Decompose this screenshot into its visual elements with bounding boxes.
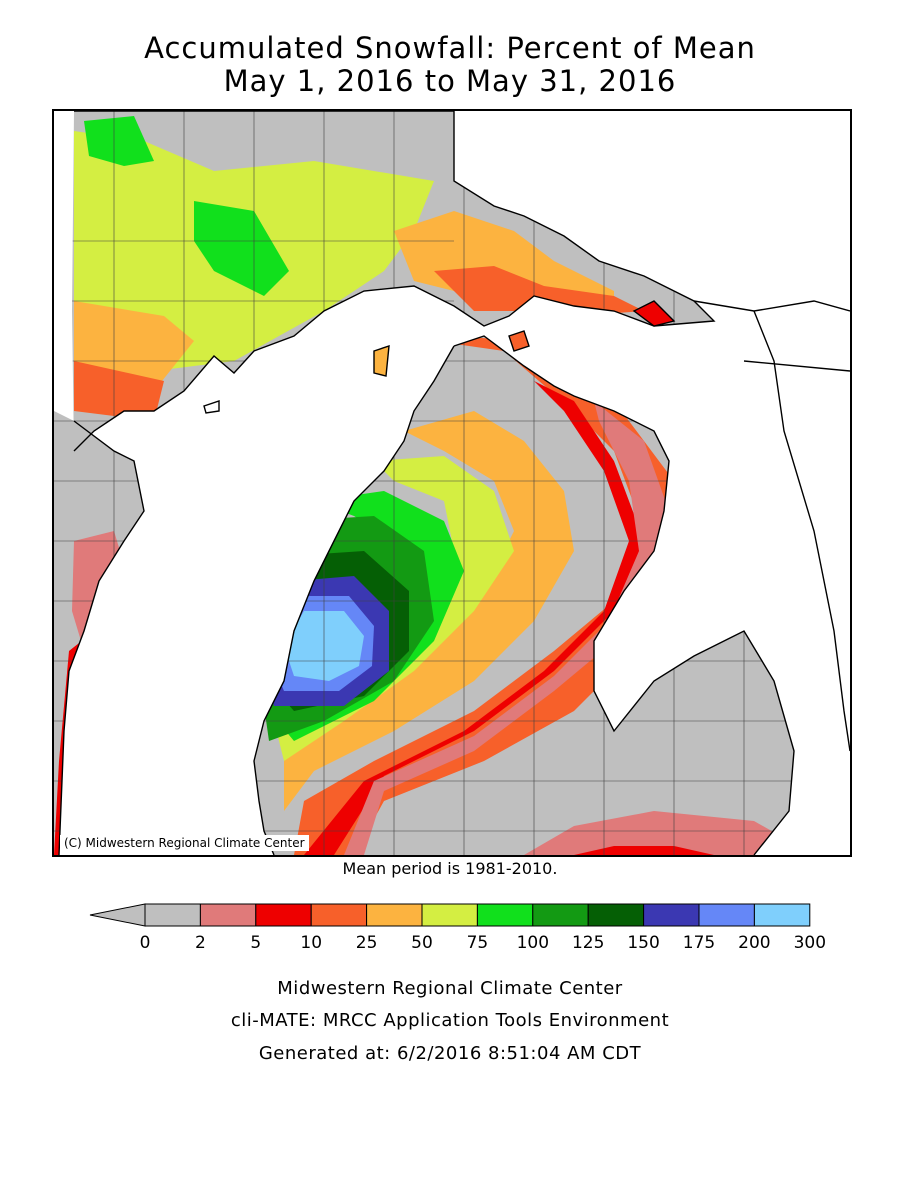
copyright-label: (C) Midwestern Regional Climate Center [60,835,309,851]
legend-tick-label: 75 [467,933,489,953]
footer-organization: Midwestern Regional Climate Center [277,978,623,999]
legend-tick-label: 50 [411,933,433,953]
legend-tick-label: 0 [140,933,151,953]
band-2-5 [524,811,794,855]
legend-bin-150-175 [643,903,700,927]
contour-bands [54,111,794,855]
legend-below-range-arrow [89,903,146,927]
legend-bin-125-150 [587,903,645,927]
band-75-100 [84,116,154,166]
legend-tick-label: 125 [572,933,604,953]
band-10-25 [294,336,674,855]
legend-bin-50-75 [421,903,478,927]
coastlines [58,111,850,855]
band-5-10 [574,846,714,855]
legend-tick-label: 100 [517,933,549,953]
legend-bin-175-200 [698,903,755,927]
legend-tick-label: 150 [627,933,659,953]
snowfall-map: (C) Midwestern Regional Climate Center [52,109,852,857]
map-date-range: May 1, 2016 to May 31, 2016 [223,64,677,98]
band-75-100 [194,201,289,296]
mean-period-note: Mean period is 1981-2010. [342,859,558,878]
map-canvas [54,111,850,855]
legend-bin-10-25 [310,903,368,927]
legend-tick-label: 25 [356,933,378,953]
footer-tool-name: cli-MATE: MRCC Application Tools Environ… [230,1010,670,1031]
legend-tick-label: 5 [250,933,261,953]
legend-tick-label: 300 [794,933,826,953]
footer-generated-time: Generated at: 6/2/2016 8:51:04 AM CDT [258,1043,642,1064]
legend-bin-0-2 [144,903,201,927]
legend-bin-5-10 [255,903,312,927]
legend-bin-2-5 [199,903,257,927]
legend-tick-label: 175 [683,933,715,953]
legend-bin-100-125 [532,903,589,927]
band-10-25 [434,266,644,316]
legend-tick-label: 200 [738,933,770,953]
legend-bin-75-100 [476,903,534,927]
color-legend: 0 2 5 10 25 50 75 100 125 150 175 200 300 [89,903,826,953]
band-2-5 [72,531,129,651]
band-10-25 [74,361,164,421]
legend-bin-200-300 [753,903,811,927]
legend-tick-label: 10 [300,933,322,953]
legend-tick-label: 2 [195,933,206,953]
legend-bin-25-50 [366,903,423,927]
map-title: Accumulated Snowfall: Percent of Mean [144,31,756,65]
